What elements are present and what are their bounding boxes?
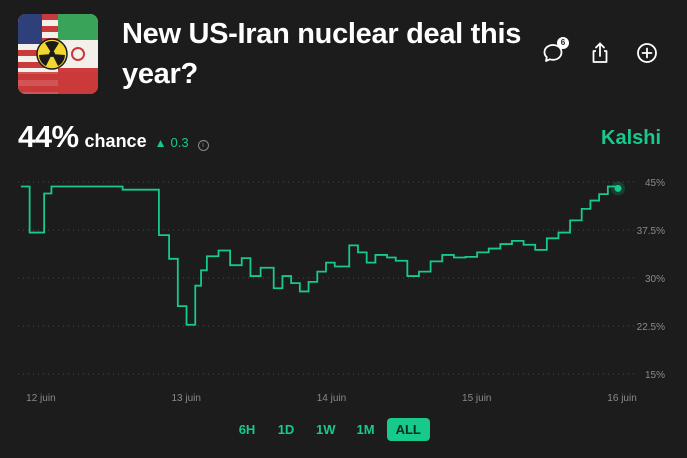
range-selector: 6H 1D 1W 1M ALL — [229, 418, 430, 441]
market-thumbnail — [18, 14, 98, 94]
last-point-marker — [614, 184, 622, 192]
y-tick-label: 37.5% — [637, 226, 665, 237]
x-tick-label: 16 juin — [607, 393, 636, 404]
delta-indicator: ▲ 0.3 — [155, 135, 189, 150]
market-title: New US-Iran nuclear deal this year? — [122, 18, 522, 90]
add-button[interactable] — [634, 40, 660, 66]
share-icon — [592, 42, 608, 63]
market-actions: 6 — [540, 37, 660, 66]
us-iran-flag-nuclear-icon — [18, 14, 98, 94]
plus-circle-icon — [637, 43, 657, 63]
y-tick-label: 15% — [645, 370, 665, 381]
probability-percent: 44% — [18, 119, 79, 154]
price-chart: 45% 37.5% 30% 22.5% 15% 12 juin 13 juin 14 juin… — [18, 178, 665, 404]
y-tick-label: 22.5% — [637, 322, 665, 333]
range-button-6h[interactable]: 6H — [238, 422, 256, 437]
comment-icon — [543, 44, 563, 62]
info-icon[interactable]: i — [197, 140, 209, 151]
x-tick-label: 12 juin — [26, 393, 55, 404]
y-tick-label: 45% — [645, 178, 665, 189]
range-button-all[interactable]: ALL — [386, 418, 430, 441]
range-button-1w[interactable]: 1W — [316, 422, 336, 437]
source-label: Kalshi — [601, 127, 662, 149]
range-button-1m[interactable]: 1M — [356, 422, 375, 437]
series-line — [20, 185, 619, 326]
comment-count-badge: 6 — [557, 37, 569, 49]
x-tick-label: 14 juin — [317, 393, 346, 404]
share-button[interactable] — [587, 40, 613, 66]
range-button-1d[interactable]: 1D — [277, 422, 295, 437]
delta-value: 0.3 — [170, 135, 189, 150]
y-tick-label: 30% — [645, 274, 665, 285]
comments-button[interactable]: 6 — [540, 37, 569, 66]
x-tick-label: 15 juin — [462, 393, 491, 404]
up-triangle-icon: ▲ — [154, 136, 167, 150]
probability-summary: 44% chance ▲ 0.3 i — [18, 119, 209, 155]
chance-label: chance — [84, 131, 147, 151]
x-tick-label: 13 juin — [171, 393, 200, 404]
